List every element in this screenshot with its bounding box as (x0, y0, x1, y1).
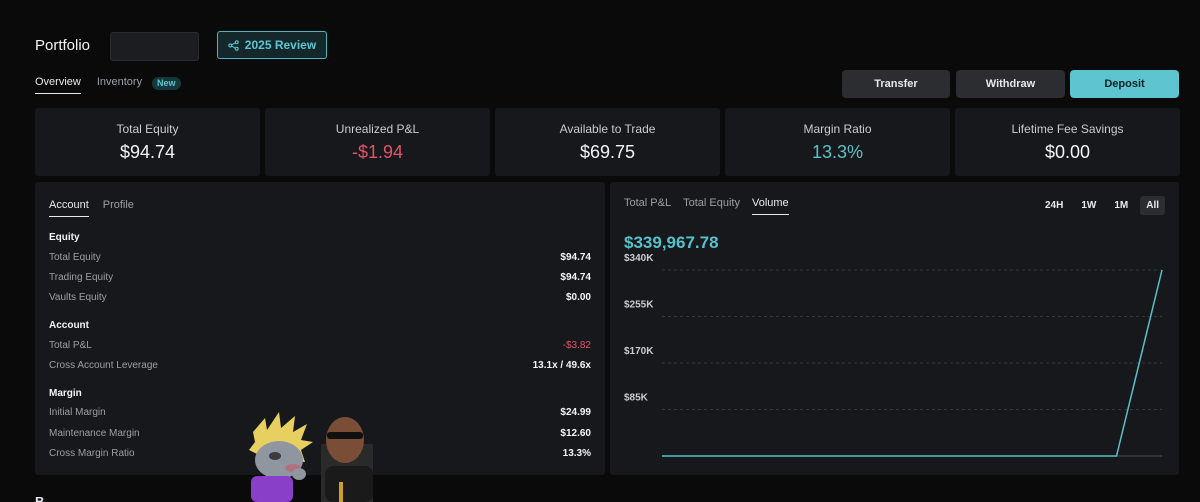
stat-label: Total Equity (116, 122, 179, 136)
section-margin-title: Margin (49, 388, 82, 399)
withdraw-button[interactable]: Withdraw (956, 70, 1065, 98)
account-panel: Account Profile Equity Total Equity $94.… (35, 182, 605, 475)
tab-account[interactable]: Account (49, 199, 89, 217)
redacted-account-name (110, 32, 199, 61)
stat-card-unrealized-pnl: Unrealized P&L -$1.94 (265, 108, 490, 176)
section-equity-title: Equity (49, 232, 80, 243)
chart-headline-value: $339,967.78 (624, 233, 719, 252)
tab-overview[interactable]: Overview (35, 76, 81, 94)
volume-chart: $340K $255K $170K $85K (624, 253, 1163, 457)
meme-sticker-image (249, 412, 373, 502)
row-total-pnl: Total P&L -$3.82 (49, 340, 591, 351)
row-cross-leverage: Cross Account Leverage 13.1x / 49.6x (49, 360, 591, 371)
y-tick-label: $170K (624, 346, 654, 357)
row-value: 13.1x / 49.6x (532, 360, 591, 371)
row-value: $12.60 (560, 428, 591, 439)
row-label: Total P&L (49, 340, 92, 351)
row-value: $24.99 (560, 407, 591, 418)
row-total-equity: Total Equity $94.74 (49, 252, 591, 263)
stat-card-total-equity: Total Equity $94.74 (35, 108, 260, 176)
row-value: $94.74 (560, 252, 591, 263)
y-tick-label: $85K (624, 393, 649, 404)
stat-label: Lifetime Fee Savings (1011, 122, 1124, 136)
partial-section-heading: B... (35, 494, 56, 502)
stat-value: $69.75 (579, 142, 636, 162)
stat-card-available: Available to Trade $69.75 (495, 108, 720, 176)
share-icon (228, 39, 239, 51)
row-label: Cross Margin Ratio (49, 448, 135, 459)
range-all-button[interactable]: All (1140, 196, 1165, 215)
row-label: Cross Account Leverage (49, 360, 158, 371)
transfer-button[interactable]: Transfer (842, 70, 950, 98)
row-value: $94.74 (560, 272, 591, 283)
stat-card-fee-savings: Lifetime Fee Savings $0.00 (955, 108, 1180, 176)
row-label: Total Equity (49, 252, 101, 263)
stat-value: $94.74 (119, 142, 176, 162)
row-value: $0.00 (565, 292, 591, 303)
review-label: 2025 Review (244, 38, 317, 52)
row-trading-equity: Trading Equity $94.74 (49, 272, 591, 283)
tab-volume[interactable]: Volume (751, 197, 789, 215)
tab-profile[interactable]: Profile (102, 199, 134, 211)
new-badge: New (152, 77, 181, 90)
row-value: 13.3% (562, 448, 591, 459)
tab-inventory[interactable]: Inventory (96, 76, 143, 88)
stat-label: Margin Ratio (803, 122, 872, 136)
row-maintenance-margin: Maintenance Margin $12.60 (49, 428, 591, 439)
y-tick-label: $340K (624, 253, 654, 264)
tab-total-equity[interactable]: Total Equity (683, 197, 740, 209)
row-value: -$3.82 (562, 340, 591, 351)
stat-value: -$1.94 (351, 142, 404, 162)
page-title: Portfolio (35, 37, 91, 54)
section-account-title: Account (49, 320, 89, 331)
row-label: Vaults Equity (49, 292, 107, 303)
row-cross-margin-ratio: Cross Margin Ratio 13.3% (49, 448, 591, 459)
range-24h-button[interactable]: 24H (1044, 200, 1064, 211)
stat-card-margin-ratio: Margin Ratio 13.3% (725, 108, 950, 176)
row-initial-margin: Initial Margin $24.99 (49, 407, 591, 418)
row-vaults-equity: Vaults Equity $0.00 (49, 292, 591, 303)
chart-panel: Total P&L Total Equity Volume 24H 1W 1M … (610, 182, 1179, 475)
stat-label: Available to Trade (559, 122, 656, 136)
portfolio-tabs: Overview Inventory (35, 76, 142, 94)
row-label: Initial Margin (49, 407, 106, 418)
stat-value: $0.00 (1044, 142, 1091, 162)
y-tick-label: $255K (624, 300, 654, 311)
row-label: Trading Equity (49, 272, 114, 283)
review-2025-button[interactable]: 2025 Review (217, 31, 327, 59)
stat-value: 13.3% (811, 142, 864, 162)
row-label: Maintenance Margin (49, 428, 140, 439)
volume-line (662, 269, 1163, 457)
tab-total-pnl[interactable]: Total P&L (624, 197, 672, 209)
deposit-button[interactable]: Deposit (1070, 70, 1179, 98)
stat-label: Unrealized P&L (335, 122, 420, 136)
range-1w-button[interactable]: 1W (1081, 200, 1097, 211)
range-1m-button[interactable]: 1M (1114, 200, 1129, 211)
